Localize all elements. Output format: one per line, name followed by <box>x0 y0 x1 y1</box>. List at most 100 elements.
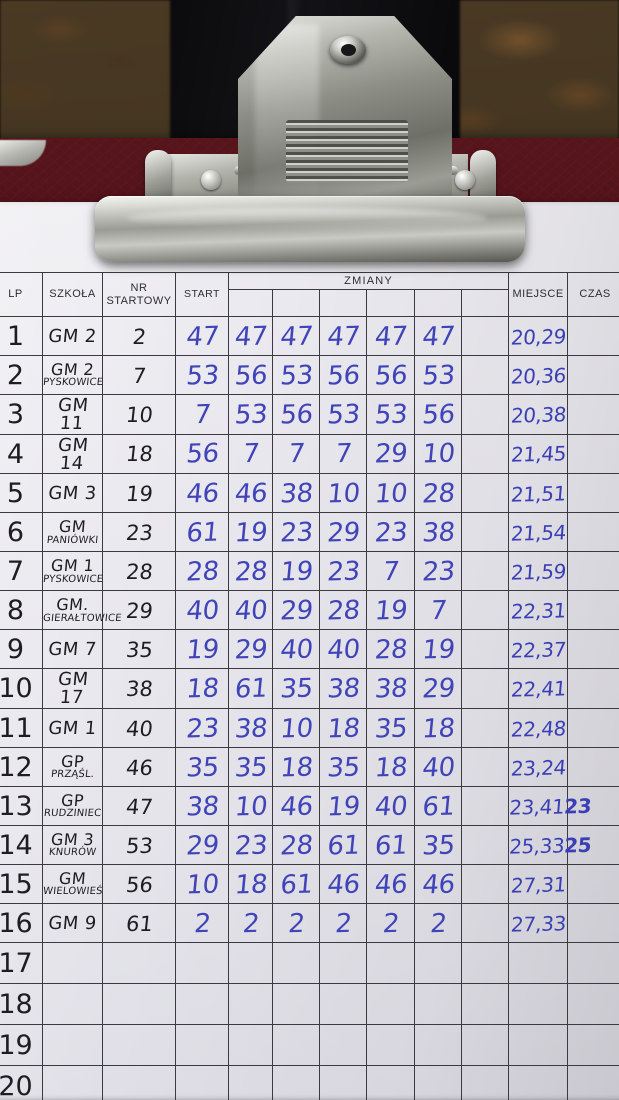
cell-zmiana-4: 7 <box>364 551 417 592</box>
table-row: 8 GM. GIERAŁTOWICE 29 40 40 29 28 19 7 22,31 <box>0 590 619 631</box>
cell-zmiana-5: 53 <box>412 354 464 396</box>
szkola-sub: PYSKOWICE <box>42 573 104 585</box>
cell-lp: 19 <box>0 1024 43 1067</box>
table-row: 5 GM 3 19 46 46 38 10 10 28 21,51 <box>0 473 619 514</box>
header-lp: LP <box>0 272 43 317</box>
cell-zmiana-4: 38 <box>364 668 417 710</box>
cell-nr-startowy: 10 <box>100 394 178 435</box>
cell-zmiana-3: 23 <box>317 551 369 592</box>
cell-zmiana-5 <box>412 942 464 985</box>
szkola-sub: RUDZINIEC <box>43 808 102 820</box>
cell-miejsce <box>460 747 510 788</box>
cell-zmiana-4 <box>364 1064 417 1100</box>
cell-zmiana-1: 18 <box>226 864 275 905</box>
cell-zmiana-1: 53 <box>226 393 275 435</box>
table-row: 6 GM PANIÓWKI 23 61 19 23 29 23 38 21,54 <box>0 512 619 553</box>
cell-zmiana-4: 18 <box>364 746 417 788</box>
szkola-main: GM <box>58 868 87 888</box>
cell-zmiana-4 <box>364 982 417 1026</box>
cell-start: 47 <box>173 315 231 357</box>
header-miejsce: MIEJSCE <box>508 272 569 317</box>
cell-nr-startowy: 19 <box>100 473 178 513</box>
cell-zmiana-4: 23 <box>364 512 417 553</box>
table-row: 17 <box>0 941 619 985</box>
cell-start: 46 <box>173 473 231 514</box>
cell-zmiana-5: 2 <box>412 903 464 944</box>
cell-start: 19 <box>173 629 231 670</box>
cell-zmiana-1: 38 <box>226 708 275 749</box>
header-zmiana-6 <box>460 289 510 317</box>
cell-zmiana-1: 28 <box>226 551 275 592</box>
szkola-main: GM 2 <box>50 359 95 379</box>
cell-nr-naz-szkoly <box>567 316 619 356</box>
cell-zmiana-1: 7 <box>226 433 275 475</box>
cell-start <box>173 1064 231 1100</box>
cell-szkola: GM 11 <box>42 394 103 435</box>
szkola-main: GM <box>58 517 87 537</box>
cell-zmiana-1: 46 <box>226 473 275 514</box>
table-row: 3 GM 11 10 7 53 56 53 53 56 20,38 <box>0 393 619 435</box>
cell-czas: 20,36 <box>506 354 570 396</box>
cell-zmiana-4: 61 <box>364 824 417 866</box>
cell-miejsce <box>460 942 510 985</box>
cell-szkola: GM PANIÓWKI <box>42 512 103 553</box>
header-zmiana-5 <box>414 289 462 317</box>
cell-miejsce <box>460 551 510 592</box>
cell-zmiana-5: 47 <box>412 315 464 357</box>
cell-zmiana-2 <box>270 1024 322 1067</box>
cell-zmiana-3: 7 <box>317 433 369 475</box>
cell-zmiana-4: 28 <box>364 629 417 670</box>
szkola-main: GM 3 <box>50 829 95 849</box>
cell-szkola: GM. GIERAŁTOWICE <box>42 590 122 631</box>
cell-miejsce <box>460 512 510 553</box>
cell-czas: 27,33 <box>506 903 570 944</box>
cell-zmiana-2: 18 <box>270 747 322 788</box>
cell-nr-startowy <box>100 942 178 984</box>
cell-zmiana-4: 40 <box>364 785 417 827</box>
cell-zmiana-3: 38 <box>317 668 369 710</box>
header-czas: CZAS <box>567 272 619 317</box>
cell-start: 35 <box>173 746 231 788</box>
cell-zmiana-1: 29 <box>226 629 275 670</box>
table-header: LP SZKOŁA NR STARTOWY START ZMIANY MIEJS… <box>0 272 619 317</box>
cell-lp: 6 <box>0 512 43 553</box>
cell-lp: 16 <box>0 903 43 944</box>
cell-lp: 9 <box>0 629 43 670</box>
cell-zmiana-2: 53 <box>270 354 322 396</box>
cell-zmiana-1: 40 <box>226 590 275 631</box>
cell-czas: 22,48 <box>506 708 570 749</box>
cell-lp: 14 <box>0 825 43 866</box>
cell-zmiana-4: 53 <box>364 393 417 435</box>
cell-nr-startowy: 23 <box>100 512 178 552</box>
cell-zmiana-2: 56 <box>270 393 322 435</box>
szkola-main: GM 1 <box>50 556 95 576</box>
cell-zmiana-1: 56 <box>226 354 275 396</box>
czas-correction: 23 <box>562 793 592 818</box>
cell-start: 56 <box>173 433 231 475</box>
table-row: 7 GM 1 PYSKOWICE 28 28 28 19 23 7 23 21,59 <box>0 551 619 592</box>
cell-czas: 22,41 <box>506 668 570 710</box>
cell-zmiana-5: 18 <box>412 708 464 749</box>
table-row: 16 GM 9 61 2 2 2 2 2 2 27,33 <box>0 902 619 944</box>
cell-zmiana-4: 35 <box>364 707 417 749</box>
cell-miejsce <box>460 708 510 749</box>
cell-nr-naz-szkoly <box>567 864 619 905</box>
cell-zmiana-2: 35 <box>270 668 322 710</box>
cell-zmiana-5: 56 <box>412 393 464 435</box>
cell-zmiana-4: 2 <box>364 902 417 944</box>
szkola-main: GM 14 <box>57 434 90 475</box>
cell-szkola: GM 3 <box>42 473 103 514</box>
cell-zmiana-5: 28 <box>412 473 464 514</box>
cell-nr-startowy <box>100 1065 178 1100</box>
cell-lp: 8 <box>0 590 43 631</box>
cell-start: 53 <box>173 354 231 396</box>
szkola-main <box>43 1085 102 1087</box>
cell-zmiana-4 <box>364 1023 417 1067</box>
cell-zmiana-2: 46 <box>270 786 322 827</box>
cell-miejsce <box>460 786 510 827</box>
cell-miejsce <box>460 433 510 475</box>
cell-zmiana-3: 19 <box>317 786 369 827</box>
cell-lp: 1 <box>0 316 43 356</box>
cell-szkola: GM 9 <box>42 903 103 944</box>
cell-nr-startowy: 28 <box>100 551 178 591</box>
